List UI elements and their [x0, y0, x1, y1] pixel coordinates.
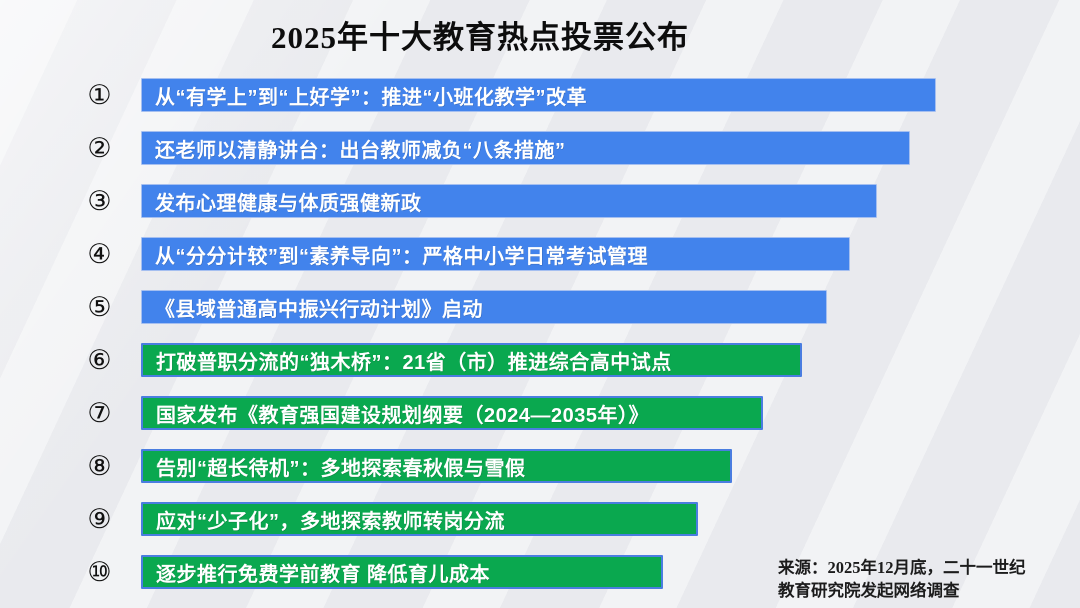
chart-row: ② 还老师以清静讲台：出台教师减负“八条措施” [0, 131, 936, 165]
chart-row: ③ 发布心理健康与体质强健新政 [0, 184, 936, 218]
source-note-line2: 教育研究院发起网络调查 [778, 581, 960, 600]
bar-label: 《县域普通高中振兴行动计划》启动 [155, 298, 483, 321]
rank-number: ① [87, 80, 112, 110]
chart-row: ④ 从“分分计较”到“素养导向”：严格中小学日常考试管理 [0, 237, 936, 271]
bar-topic-8: 告别“超长待机”：多地探索春秋假与雪假 [141, 449, 732, 483]
bar-label: 应对“少子化”，多地探索教师转岗分流 [156, 510, 505, 533]
source-note-line1: 来源：2025年12月底，二十一世纪 [778, 558, 1026, 577]
bar-label: 还老师以清静讲台：出台教师减负“八条措施” [155, 139, 566, 162]
source-note: 来源：2025年12月底，二十一世纪 教育研究院发起网络调查 [778, 556, 1026, 602]
rank-number: ⑤ [87, 292, 112, 322]
rank-number: ⑩ [87, 557, 112, 587]
bar-label: 从“分分计较”到“素养导向”：严格中小学日常考试管理 [155, 245, 648, 268]
rank-number: ⑧ [87, 451, 112, 481]
bar-label: 打破普职分流的“独木桥”：21省（市）推进综合高中试点 [156, 351, 672, 374]
rank-number: ⑥ [87, 345, 112, 375]
bar-label: 从“有学上”到“上好学”：推进“小班化教学”改革 [155, 86, 587, 109]
bar-topic-4: 从“分分计较”到“素养导向”：严格中小学日常考试管理 [141, 237, 850, 271]
rank-number: ④ [87, 239, 112, 269]
chart-row: ⑦ 国家发布《教育强国建设规划纲要（2024—2035年）》 [0, 396, 936, 430]
bar-topic-2: 还老师以清静讲台：出台教师减负“八条措施” [141, 131, 910, 165]
chart-row: ⑩ 逐步推行免费学前教育 降低育儿成本 [0, 555, 936, 589]
rank-number: ⑨ [87, 504, 112, 534]
bar-topic-5: 《县域普通高中振兴行动计划》启动 [141, 290, 827, 324]
rank-number: ② [87, 133, 112, 163]
chart-row: ⑧ 告别“超长待机”：多地探索春秋假与雪假 [0, 449, 936, 483]
bar-label: 发布心理健康与体质强健新政 [155, 192, 422, 215]
bar-topic-1: 从“有学上”到“上好学”：推进“小班化教学”改革 [141, 78, 936, 112]
chart-row: ① 从“有学上”到“上好学”：推进“小班化教学”改革 [0, 78, 936, 112]
bar-topic-6: 打破普职分流的“独木桥”：21省（市）推进综合高中试点 [141, 343, 802, 377]
bar-chart: ① 从“有学上”到“上好学”：推进“小班化教学”改革 ② 还老师以清静讲台：出台… [0, 78, 936, 608]
chart-row: ⑥ 打破普职分流的“独木桥”：21省（市）推进综合高中试点 [0, 343, 936, 377]
rank-number: ⑦ [87, 398, 112, 428]
bar-topic-9: 应对“少子化”，多地探索教师转岗分流 [141, 502, 698, 536]
rank-number: ③ [87, 186, 112, 216]
bar-label: 告别“超长待机”：多地探索春秋假与雪假 [156, 457, 526, 480]
chart-row: ⑤ 《县域普通高中振兴行动计划》启动 [0, 290, 936, 324]
bar-topic-10: 逐步推行免费学前教育 降低育儿成本 [141, 555, 663, 589]
page-title: 2025年十大教育热点投票公布 [271, 20, 689, 55]
bar-topic-7: 国家发布《教育强国建设规划纲要（2024—2035年）》 [141, 396, 763, 430]
bar-label: 国家发布《教育强国建设规划纲要（2024—2035年）》 [156, 404, 649, 427]
bar-topic-3: 发布心理健康与体质强健新政 [141, 184, 877, 218]
chart-row: ⑨ 应对“少子化”，多地探索教师转岗分流 [0, 502, 936, 536]
bar-label: 逐步推行免费学前教育 降低育儿成本 [156, 563, 491, 586]
